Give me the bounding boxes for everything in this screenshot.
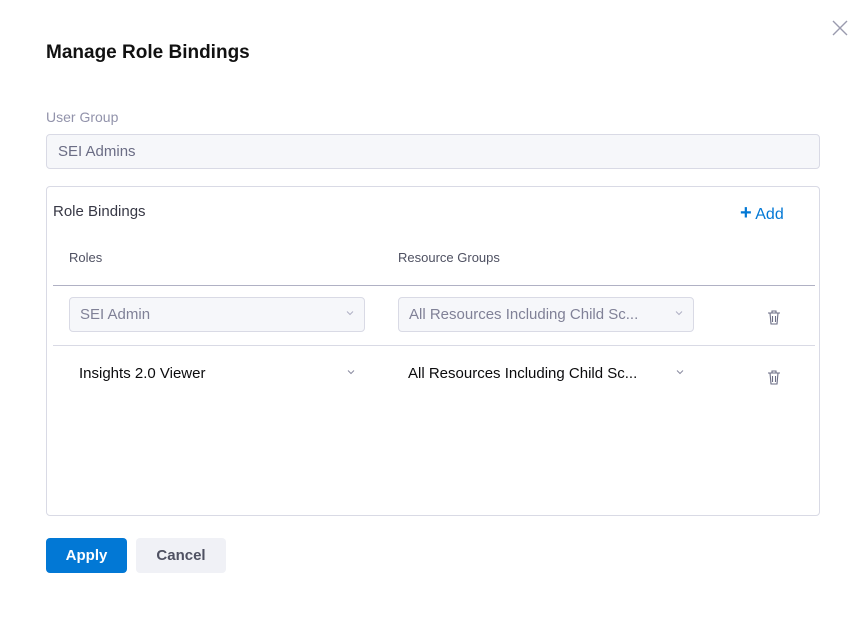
- chevron-down-icon: [346, 311, 354, 316]
- role-bindings-panel: Role Bindings + Add Roles Resource Group…: [46, 186, 820, 516]
- chevron-down-icon: [675, 311, 683, 316]
- resource-group-select: All Resources Including Child Sc...: [398, 297, 694, 332]
- trash-icon[interactable]: [766, 368, 782, 386]
- cancel-button[interactable]: Cancel: [136, 538, 226, 573]
- resource-groups-header: Resource Groups: [398, 250, 500, 265]
- row-divider: [53, 345, 815, 346]
- user-group-field: SEI Admins: [46, 134, 820, 169]
- chevron-down-icon: [347, 370, 355, 375]
- plus-icon: +: [740, 202, 752, 224]
- add-label: Add: [755, 206, 784, 223]
- user-group-label: User Group: [46, 109, 119, 125]
- close-icon[interactable]: [830, 18, 850, 38]
- dialog-title: Manage Role Bindings: [46, 42, 250, 63]
- trash-icon[interactable]: [766, 308, 782, 326]
- apply-button[interactable]: Apply: [46, 538, 127, 573]
- role-select: SEI Admin: [69, 297, 365, 332]
- chevron-down-icon: [676, 370, 684, 375]
- add-button[interactable]: + Add: [740, 202, 784, 225]
- role-bindings-title: Role Bindings: [53, 203, 146, 220]
- role-select[interactable]: Insights 2.0 Viewer: [69, 357, 365, 392]
- header-divider: [53, 285, 815, 286]
- roles-header: Roles: [69, 250, 103, 265]
- resource-group-select[interactable]: All Resources Including Child Sc...: [398, 357, 694, 392]
